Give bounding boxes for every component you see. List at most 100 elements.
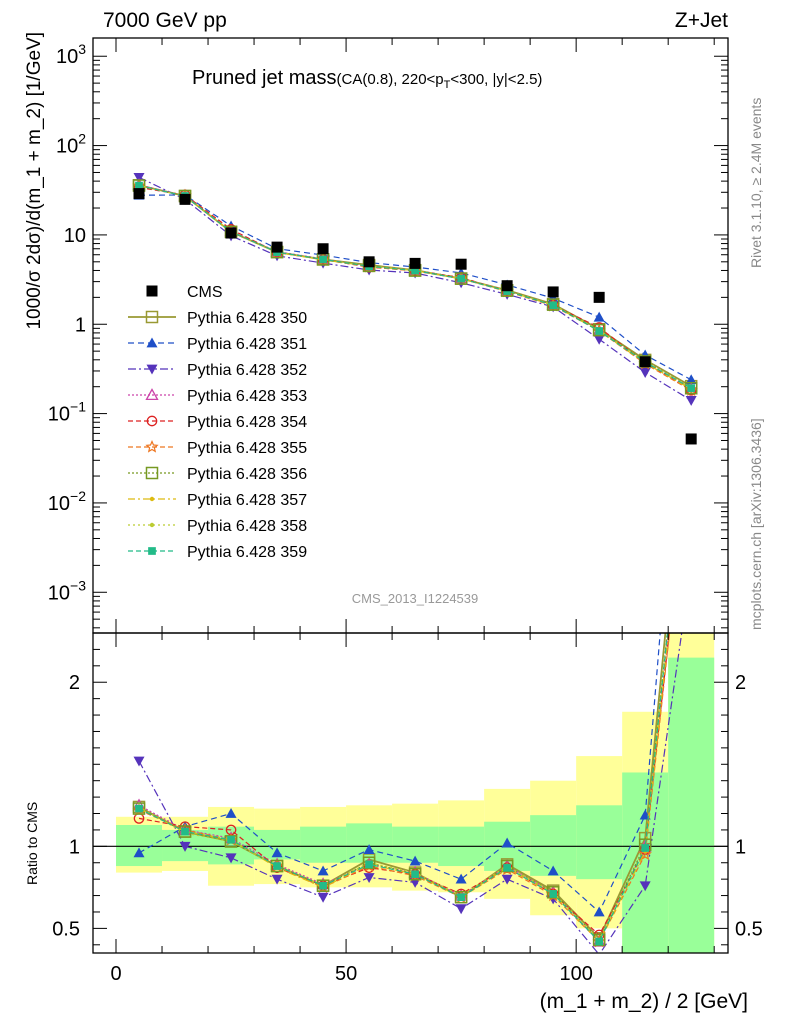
title-sub-index: T [444, 79, 451, 91]
cms-point-12 [685, 433, 697, 445]
ratio-series-9 [135, 633, 669, 946]
x-tick-label-1: 50 [335, 963, 357, 985]
title-main: Pruned jet mass [192, 67, 337, 89]
ratio-point-9-8 [503, 863, 511, 872]
legend-item-9: Pythia 6.428 359 [128, 544, 307, 561]
legend-item-8: Pythia 6.428 358 [128, 518, 307, 535]
ratio-tick-label-l-1: 1 [69, 836, 80, 858]
band-inner-0 [116, 825, 163, 867]
ratio-point-2-1 [179, 841, 191, 852]
x-tick-label-2: 100 [559, 963, 592, 985]
y-tick-label-3: 1 [75, 314, 86, 336]
main-point-6-10 [592, 323, 606, 337]
legend-item-4: Pythia 6.428 354 [128, 414, 307, 431]
legend-marker-1 [146, 337, 158, 348]
legend-item-0: Pythia 6.428 350 [128, 310, 307, 327]
legend-item-7: Pythia 6.428 357 [128, 492, 307, 509]
ratio-point-1-8 [501, 837, 513, 848]
legend-item-3: Pythia 6.428 353 [128, 388, 307, 405]
ratio-point-2-8 [501, 874, 513, 885]
ratio-point-9-5 [365, 860, 373, 869]
main-point-9-0 [135, 181, 143, 190]
cms-point-1 [179, 193, 191, 205]
ratio-point-1-9 [547, 865, 559, 876]
ratio-point-6-10 [592, 933, 606, 947]
band-inner-4 [300, 826, 347, 863]
ratio-point-1-7 [455, 873, 467, 884]
ratio-point-6-2 [224, 835, 238, 848]
y-tick-label-4: 10−1 [48, 399, 86, 426]
ratio-tick-label-r-0: 2 [735, 672, 746, 694]
ratio-point-5-6 [408, 868, 422, 882]
main-point-6-9 [546, 298, 560, 311]
energy-label: 7000 GeV pp [103, 9, 227, 32]
y-tick-label-0: 103 [56, 41, 86, 68]
ratio-point-6-3 [270, 859, 284, 873]
title-sub-tail: <300, |y|<2.5) [450, 71, 542, 88]
cms-point-0 [133, 188, 145, 200]
ratio-point-2-0 [133, 756, 145, 767]
main-point-9-9 [549, 301, 557, 310]
ratio-series [132, 633, 683, 953]
plot-title: Pruned jet mass(CA(0.8), 220<pT<300, |y|… [192, 67, 542, 91]
y-tick-exp-5: −2 [70, 488, 86, 504]
ratio-point-6-0 [132, 802, 146, 815]
main-point-2-10 [593, 334, 605, 345]
y-tick-label-6: 10−3 [48, 577, 86, 604]
ratio-point-2-2 [225, 853, 237, 864]
ratio-point-1-3 [271, 847, 283, 858]
ratio-point-1-4 [317, 865, 329, 876]
ratio-point-9-10 [595, 937, 604, 946]
analysis-id: CMS_2013_I1224539 [352, 591, 479, 606]
title-sub: (CA(0.8), 220<p [337, 71, 444, 88]
main-point-2-0 [133, 172, 145, 183]
legend-marker-cms [146, 285, 158, 297]
ratio-point-9-0 [135, 804, 143, 813]
main-point-2-12 [685, 396, 697, 406]
y-tick-exp-1: 2 [78, 131, 86, 147]
cms-point-8 [501, 280, 513, 292]
cms-point-10 [593, 291, 605, 303]
ratio-y-axis-label: Ratio to CMS [24, 802, 40, 885]
process-label: Z+Jet [675, 9, 728, 32]
legend-label-8: Pythia 6.428 358 [187, 518, 307, 535]
ratio-point-9-11 [641, 844, 650, 852]
ratio-point-2-7 [455, 904, 467, 915]
ratio-tick-label-r-2: 0.5 [735, 918, 763, 940]
ratio-point-9-4 [319, 881, 327, 890]
legend-item-2: Pythia 6.428 352 [128, 362, 307, 379]
ratio-point-6-6 [408, 867, 422, 881]
ratio-tick-label-l-0: 2 [69, 672, 80, 694]
cms-point-11 [639, 356, 651, 368]
y-tick-base-0: 10 [56, 46, 78, 68]
legend-marker-5 [145, 439, 159, 453]
x-axis-label: (m_1 + m_2) / 2 [GeV] [540, 990, 748, 1013]
main-point-6-12 [684, 381, 698, 395]
main-point-1-12 [685, 374, 697, 385]
main-point-1-10 [593, 311, 605, 322]
cms-point-9 [547, 286, 559, 298]
ratio-point-2-4 [317, 892, 329, 903]
legend-label-1: Pythia 6.428 351 [187, 336, 307, 353]
ratio-point-6-5 [362, 856, 376, 869]
ratio-point-5-11 [638, 847, 652, 861]
y-tick-exp-4: −1 [70, 399, 86, 415]
main-point-9-10 [595, 327, 604, 335]
ratio-point-5-0 [132, 803, 146, 816]
ratio-point-6-9 [546, 886, 560, 899]
band-inner-10 [576, 805, 623, 880]
ratio-point-1-10 [593, 906, 605, 917]
legend-label-7: Pythia 6.428 357 [187, 492, 307, 509]
ratio-point-6-8 [500, 859, 514, 873]
y-tick-label-1: 102 [56, 131, 86, 158]
y-tick-exp-0: 3 [78, 41, 86, 57]
legend-marker-7 [149, 496, 155, 502]
main-point-5-12 [684, 383, 698, 397]
legend-marker-2 [146, 364, 158, 375]
x-tick-label-0: 0 [110, 963, 121, 985]
legend-label-5: Pythia 6.428 355 [187, 440, 307, 457]
legend-label-3: Pythia 6.428 353 [187, 388, 307, 405]
legend-marker-0 [145, 310, 159, 324]
